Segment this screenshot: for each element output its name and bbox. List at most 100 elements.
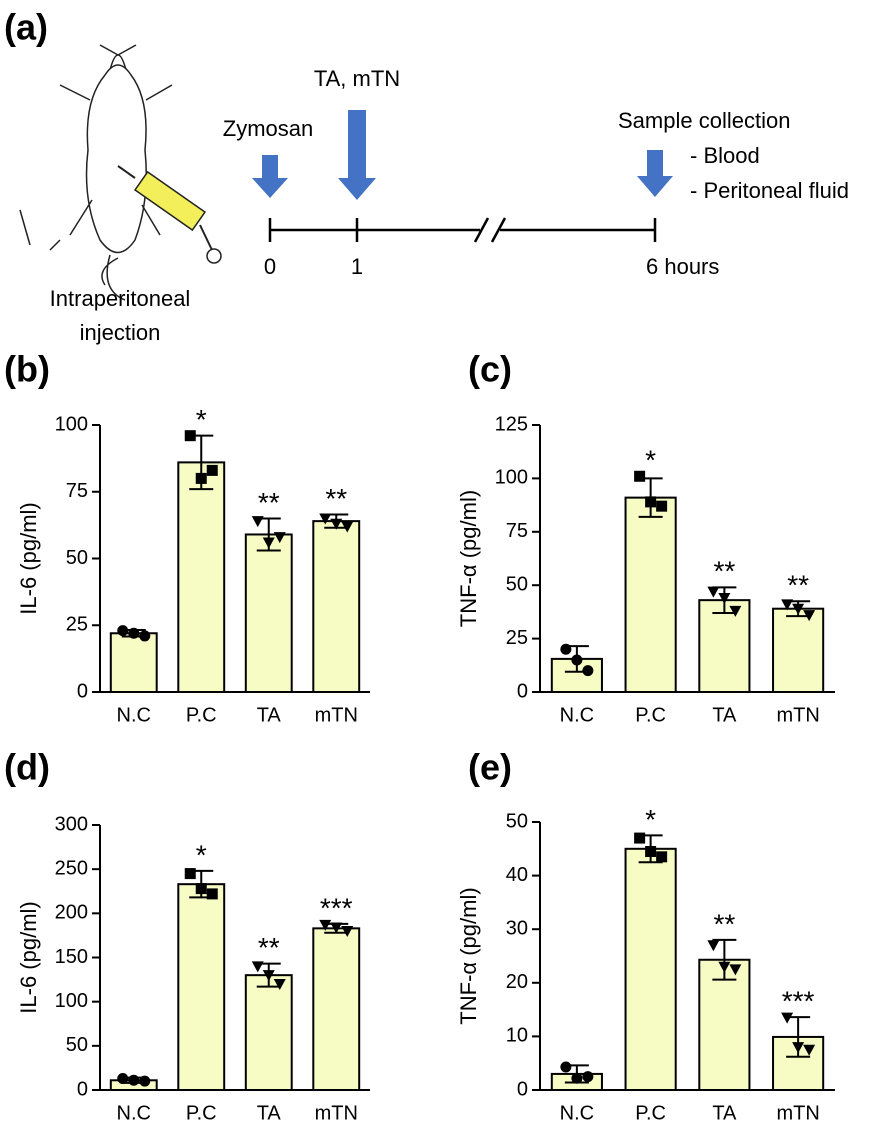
x-tick-label: TA [712, 704, 737, 726]
diagram: (a) Intraperitoneal injection Zymosan TA… [4, 7, 849, 345]
chart: (e) TNF-α (pg/ml) 0 10 20 30 40 50 N.C * P.C ** TA **… [456, 747, 835, 1124]
y-tick-label: 50 [66, 1034, 88, 1056]
data-point [707, 940, 720, 952]
caption: Intraperitoneal [50, 286, 191, 311]
data-point [656, 851, 668, 863]
y-tick-label: 0 [77, 680, 88, 702]
significance: * [645, 804, 656, 835]
label: - Blood [690, 143, 760, 168]
significance: ** [787, 570, 809, 601]
data-point [330, 518, 343, 530]
data-point [560, 643, 572, 655]
bar [177, 461, 226, 693]
panel-label: (e) [468, 747, 512, 788]
data-point [803, 1044, 816, 1056]
data-point [803, 610, 816, 622]
data-point [262, 537, 275, 549]
data-point [195, 883, 207, 895]
x-tick-label: P.C [635, 1102, 666, 1124]
data-point [341, 926, 354, 937]
arrow [338, 110, 376, 200]
y-tick-label: 75 [66, 480, 88, 502]
y-tick-label: 10 [506, 1025, 528, 1047]
x-tick-label: P.C [186, 704, 217, 726]
label: TA, mTN [314, 66, 400, 91]
chart: (b) IL-6 (pg/ml) 0 25 50 75 100 N.C * P.C ** TA ** mT… [4, 349, 370, 726]
bar [624, 496, 677, 693]
significance: * [196, 404, 207, 435]
data-point [341, 521, 354, 533]
panel-label: (d) [4, 747, 50, 788]
arrow [637, 150, 673, 197]
bar [624, 847, 677, 1091]
data-point [707, 586, 720, 598]
x-tick-label: mTN [315, 704, 358, 726]
x-tick-label: mTN [315, 1102, 358, 1124]
data-point [645, 496, 657, 508]
significance: ** [713, 908, 735, 939]
chart: (c) TNF-α (pg/ml) 0 25 50 75 100 125 N.C * P.C ** TA… [456, 349, 835, 726]
y-tick-label: 250 [55, 857, 88, 879]
y-tick-label: 20 [506, 971, 528, 993]
data-point [251, 516, 264, 528]
y-tick-label: 125 [495, 413, 528, 435]
label: - Peritoneal fluid [690, 178, 849, 203]
time-label: 6 hours [646, 254, 719, 279]
y-tick-label: 300 [55, 813, 88, 835]
x-tick-label: N.C [560, 1102, 594, 1124]
data-point [634, 832, 646, 844]
bar [177, 883, 226, 1092]
caption: injection [80, 320, 161, 345]
data-point [560, 1061, 572, 1073]
data-point [330, 922, 343, 934]
y-tick-label: 40 [506, 864, 528, 886]
panel-label: (c) [468, 349, 512, 390]
data-point [206, 888, 218, 900]
data-point [273, 979, 286, 990]
bar [698, 599, 751, 693]
y-tick-label: 50 [66, 547, 88, 569]
data-point [128, 627, 140, 639]
y-tick-label: 100 [55, 413, 88, 435]
data-point [262, 970, 275, 982]
x-tick-label: TA [712, 1102, 737, 1124]
data-point [195, 472, 207, 484]
bar [312, 927, 361, 1091]
data-point [582, 1071, 594, 1083]
y-axis-label: TNF-α (pg/ml) [456, 887, 481, 1024]
data-point [117, 625, 129, 637]
syringe-icon [117, 165, 222, 264]
significance: ** [258, 932, 280, 963]
data-point [139, 1075, 151, 1087]
y-tick-label: 100 [55, 990, 88, 1012]
y-tick-label: 200 [55, 902, 88, 924]
chart: (d) IL-6 (pg/ml) 0 50 100 150 200 250 300 N.C * P.C… [4, 747, 370, 1124]
bar [109, 632, 158, 694]
data-point [117, 1073, 129, 1085]
x-tick-label: N.C [117, 1102, 151, 1124]
data-point [206, 464, 218, 476]
x-tick-label: P.C [186, 1102, 217, 1124]
significance: * [645, 445, 656, 476]
panel-label: (b) [4, 349, 50, 390]
arrows [252, 110, 673, 200]
data-point [184, 430, 196, 442]
x-tick-label: N.C [117, 704, 151, 726]
x-tick-label: TA [257, 1102, 282, 1124]
label: Zymosan [223, 116, 313, 141]
label: Sample collection [618, 108, 790, 133]
data-point [319, 513, 332, 525]
data-point [718, 961, 731, 973]
y-tick-label: 50 [506, 573, 528, 595]
y-tick-label: 150 [55, 946, 88, 968]
y-tick-label: 25 [506, 627, 528, 649]
x-tick-label: N.C [560, 704, 594, 726]
error-bar [712, 938, 737, 981]
data-point [729, 605, 742, 617]
y-tick-label: 0 [77, 1078, 88, 1100]
y-axis-label: IL-6 (pg/ml) [16, 901, 41, 1013]
x-tick-label: mTN [776, 1102, 819, 1124]
y-axis-label: IL-6 (pg/ml) [16, 502, 41, 614]
data-point [718, 593, 731, 605]
data-point [729, 964, 742, 976]
